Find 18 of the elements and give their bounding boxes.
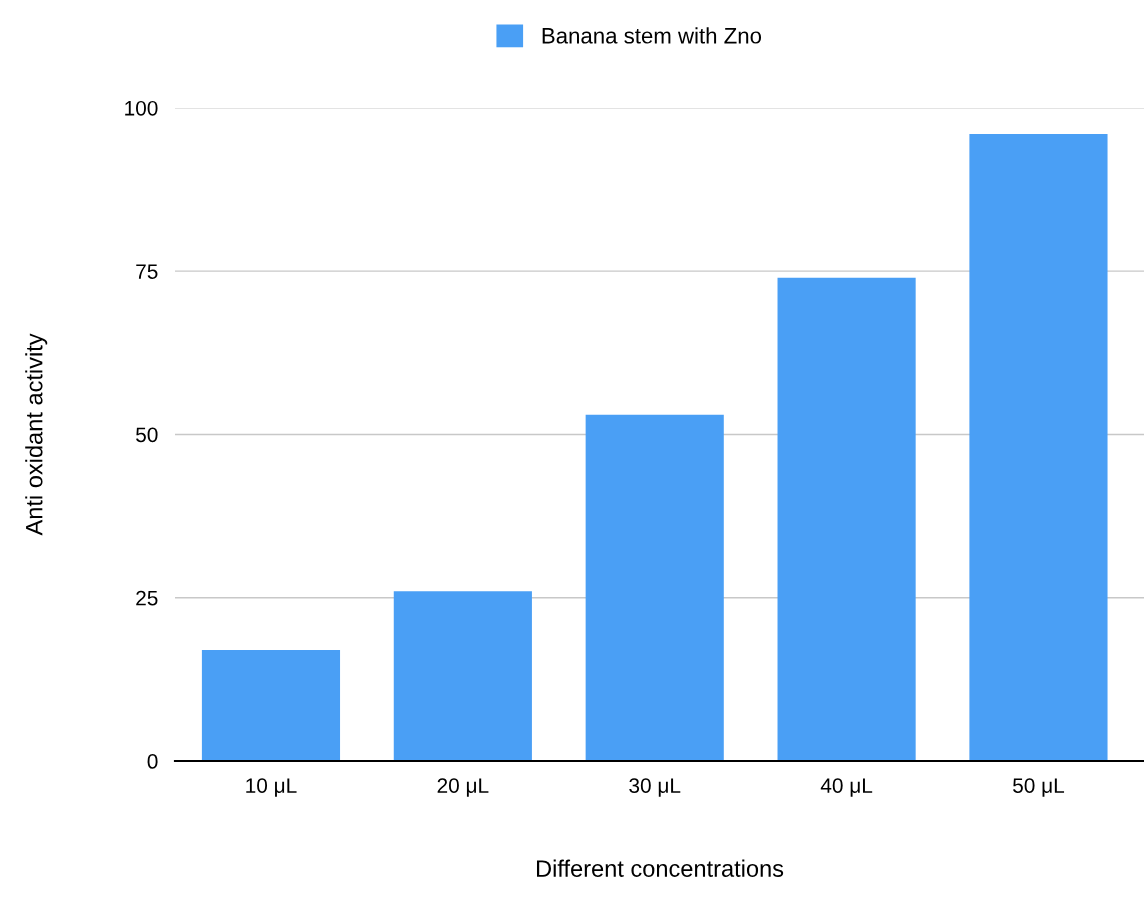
x-tick-label: 20 μL: [437, 778, 489, 797]
y-tick-label: 25: [136, 590, 158, 606]
bar: [969, 134, 1108, 761]
x-tick-label: 50 μL: [1013, 778, 1065, 797]
y-tick-label: 75: [136, 264, 158, 279]
y-tick-label: 50: [136, 427, 158, 443]
x-tick-label: 40 μL: [820, 778, 873, 797]
bar: [585, 414, 724, 761]
bar: [777, 277, 916, 761]
x-tick-label: 10 μL: [246, 778, 297, 797]
legend-label: Banana stem with Zno: [542, 27, 762, 44]
x-axis-title: Different concentrations: [536, 859, 784, 877]
y-axis-title: Anti oxidant activity: [25, 333, 48, 536]
y-tick-label: 0: [147, 754, 158, 769]
y-tick-label: 100: [125, 100, 158, 116]
bar: [201, 649, 341, 761]
bar: [393, 591, 532, 761]
x-tick-label: 30 μL: [629, 778, 681, 797]
